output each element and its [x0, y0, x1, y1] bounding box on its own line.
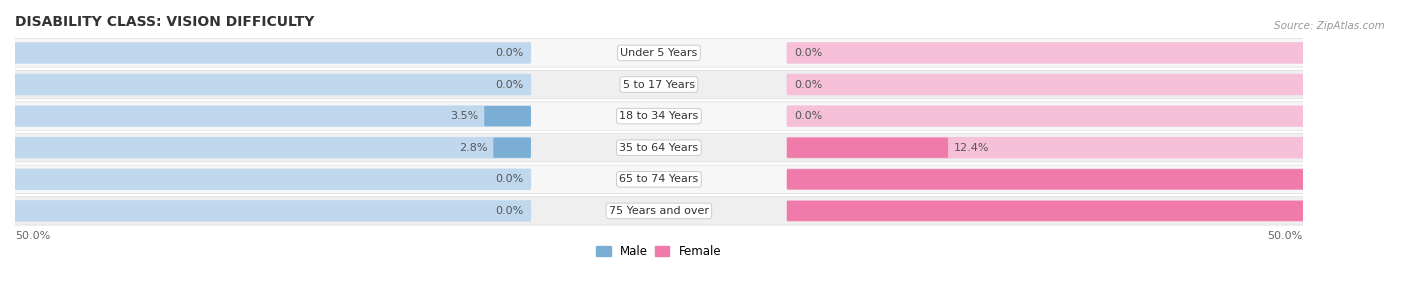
Text: 2.8%: 2.8% — [460, 143, 488, 153]
FancyBboxPatch shape — [14, 169, 531, 190]
Text: 0.0%: 0.0% — [495, 174, 523, 184]
Text: Under 5 Years: Under 5 Years — [620, 48, 697, 58]
Text: 35 to 64 Years: 35 to 64 Years — [619, 143, 699, 153]
Text: Source: ZipAtlas.com: Source: ZipAtlas.com — [1274, 21, 1385, 32]
FancyBboxPatch shape — [14, 200, 531, 222]
FancyBboxPatch shape — [14, 137, 531, 159]
Text: 50.0%: 50.0% — [15, 231, 51, 241]
FancyBboxPatch shape — [13, 39, 1305, 67]
Text: 65 to 74 Years: 65 to 74 Years — [619, 174, 699, 184]
FancyBboxPatch shape — [13, 102, 1305, 130]
Text: 3.5%: 3.5% — [450, 111, 478, 121]
Text: 0.0%: 0.0% — [794, 48, 823, 58]
Text: 5 to 17 Years: 5 to 17 Years — [623, 80, 695, 90]
FancyBboxPatch shape — [787, 201, 1375, 221]
Text: 75 Years and over: 75 Years and over — [609, 206, 709, 216]
FancyBboxPatch shape — [786, 42, 1303, 64]
FancyBboxPatch shape — [787, 138, 948, 158]
FancyBboxPatch shape — [14, 105, 531, 127]
Text: 12.4%: 12.4% — [953, 143, 990, 153]
Text: 0.0%: 0.0% — [495, 80, 523, 90]
Text: 50.0%: 50.0% — [1267, 231, 1303, 241]
FancyBboxPatch shape — [14, 74, 531, 95]
FancyBboxPatch shape — [786, 137, 1303, 159]
Text: 0.0%: 0.0% — [495, 48, 523, 58]
FancyBboxPatch shape — [13, 197, 1305, 225]
FancyBboxPatch shape — [13, 133, 1305, 162]
Text: 0.0%: 0.0% — [495, 206, 523, 216]
FancyBboxPatch shape — [13, 70, 1305, 99]
FancyBboxPatch shape — [786, 105, 1303, 127]
Text: 18 to 34 Years: 18 to 34 Years — [619, 111, 699, 121]
FancyBboxPatch shape — [786, 200, 1303, 222]
Text: 0.0%: 0.0% — [794, 111, 823, 121]
Text: 48.7%: 48.7% — [1368, 174, 1406, 184]
Text: 45.6%: 45.6% — [1329, 206, 1367, 216]
FancyBboxPatch shape — [13, 165, 1305, 193]
FancyBboxPatch shape — [787, 169, 1406, 189]
FancyBboxPatch shape — [786, 169, 1303, 190]
Text: 0.0%: 0.0% — [794, 80, 823, 90]
FancyBboxPatch shape — [786, 74, 1303, 95]
FancyBboxPatch shape — [14, 42, 531, 64]
FancyBboxPatch shape — [494, 138, 531, 158]
Legend: Male, Female: Male, Female — [592, 240, 725, 263]
Text: DISABILITY CLASS: VISION DIFFICULTY: DISABILITY CLASS: VISION DIFFICULTY — [15, 15, 315, 29]
FancyBboxPatch shape — [484, 106, 531, 126]
